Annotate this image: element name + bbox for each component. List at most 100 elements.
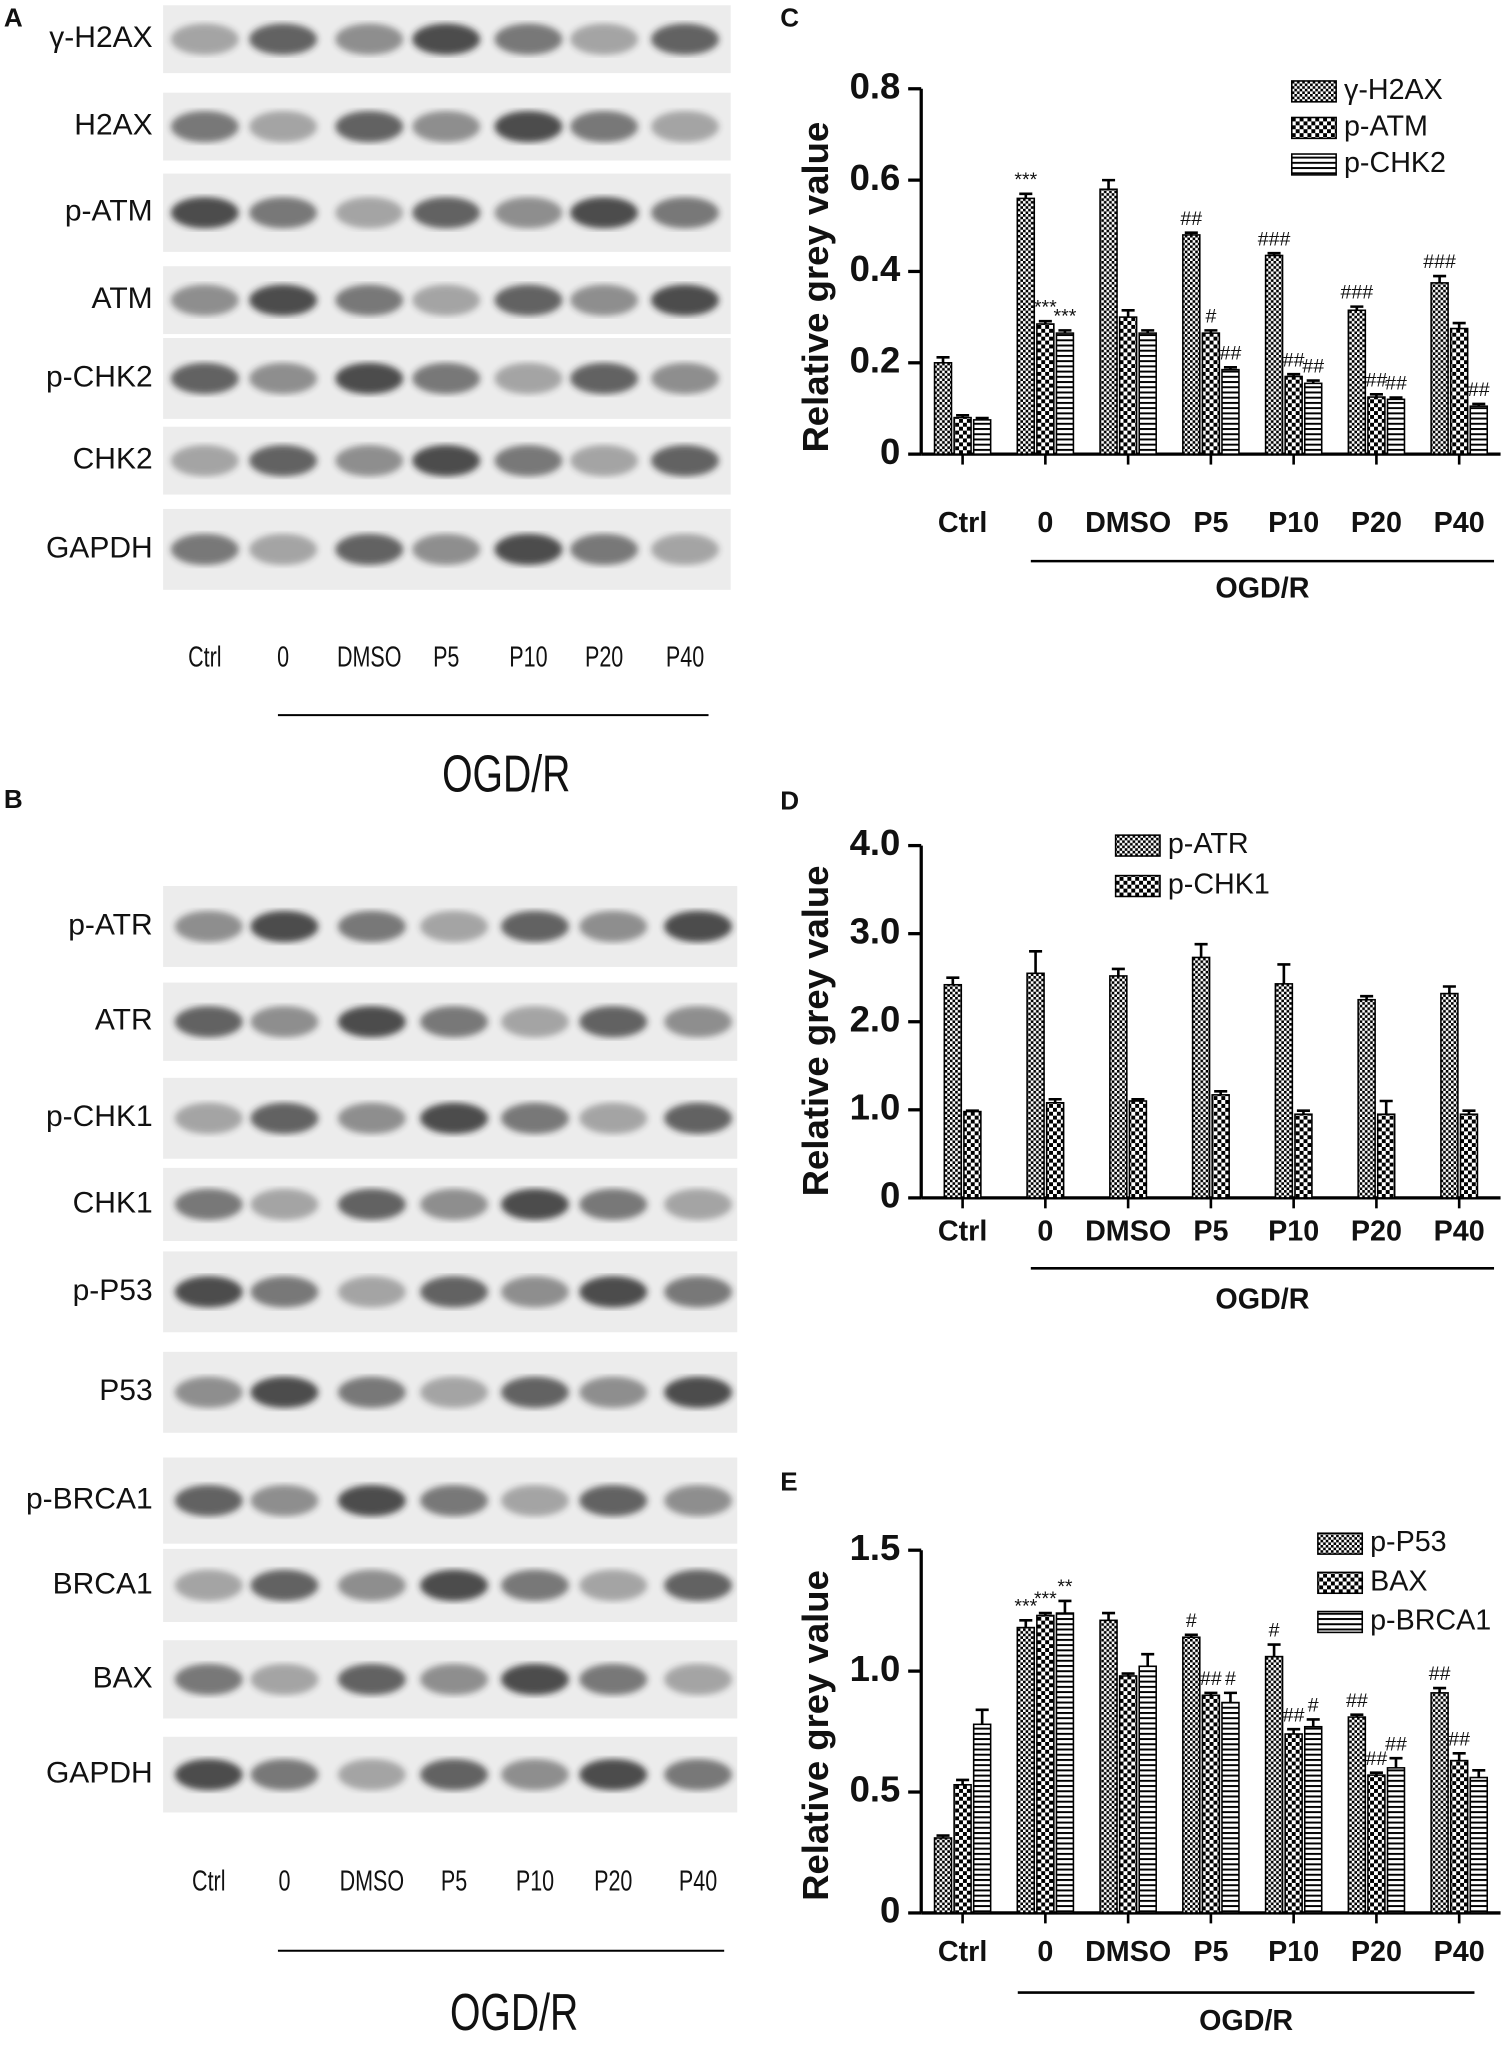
x-tick-label: DMSO	[1085, 507, 1171, 539]
blot-band	[501, 1758, 569, 1791]
error-bar	[1287, 372, 1301, 377]
bar	[1367, 1774, 1386, 1914]
legend-swatch	[1317, 1610, 1364, 1634]
x-tick-label: DMSO	[1085, 1936, 1171, 1968]
error-bar	[1360, 994, 1374, 1000]
blot-band	[170, 533, 239, 566]
blot-band	[664, 1006, 733, 1038]
bar	[1055, 1612, 1075, 1914]
blot-band	[501, 1006, 569, 1038]
y-tick-label: 1.0	[850, 1648, 901, 1689]
blot-band	[249, 197, 318, 229]
lane-label: DMSO	[337, 642, 402, 674]
bar	[1367, 396, 1386, 455]
blot-band	[651, 445, 719, 477]
x-tick-label: P5	[1193, 1216, 1228, 1248]
error-bar	[1389, 396, 1403, 400]
blot-band	[664, 1376, 733, 1408]
blot-band	[664, 1758, 733, 1791]
blot-band	[174, 1188, 243, 1221]
bar	[1182, 1636, 1201, 1914]
bar	[953, 1783, 972, 1914]
blot-row-label: ATR	[95, 1004, 153, 1037]
blot-band	[174, 1484, 243, 1517]
bar	[1386, 398, 1406, 455]
y-axis-label: Relative grey value	[795, 1570, 836, 1901]
blot-band	[250, 910, 319, 943]
significance-label: ***	[1034, 1588, 1057, 1610]
blot-band	[174, 1376, 243, 1408]
error-bar	[1442, 985, 1456, 994]
blot-band	[249, 533, 318, 566]
x-tick-label: Ctrl	[938, 1936, 987, 1968]
bar	[1026, 972, 1045, 1199]
error-bar	[1048, 1097, 1062, 1103]
blot-band	[170, 197, 239, 229]
error-bar	[1350, 305, 1364, 311]
legend-label: p-ATR	[1168, 828, 1249, 860]
blot-band	[174, 1276, 243, 1308]
y-tick-label: 2.0	[850, 998, 901, 1039]
error-bar	[946, 976, 960, 985]
blot-band	[579, 1758, 648, 1791]
legend-label: p-ATM	[1344, 111, 1428, 143]
group-label: OGD/R	[450, 1982, 578, 2041]
blot-band	[420, 1276, 489, 1308]
bar	[1430, 1692, 1449, 1914]
bar	[1449, 1759, 1469, 1914]
significance-label: ###	[1341, 282, 1374, 304]
blot-band	[412, 110, 481, 143]
blot-row-label: p-CHK2	[46, 360, 153, 393]
panel-letter: C	[780, 3, 799, 33]
significance-label: ##	[1180, 208, 1202, 230]
blot-band	[250, 1006, 319, 1038]
error-bar	[1452, 1752, 1466, 1761]
bar	[1109, 975, 1128, 1199]
significance-label: ##	[1366, 369, 1388, 391]
lane-label: P5	[433, 642, 459, 674]
error-bar	[1058, 329, 1072, 334]
bar	[1118, 316, 1138, 455]
error-bar	[975, 1708, 989, 1725]
blot-band	[420, 1569, 489, 1602]
y-tick-label: 4.0	[850, 822, 901, 863]
significance-label: **	[1057, 1576, 1073, 1598]
blot-row-label: GAPDH	[46, 1757, 153, 1790]
blot-band	[494, 533, 563, 566]
lane-label: Ctrl	[188, 642, 221, 674]
blot-band	[494, 445, 563, 477]
legend-label: p-CHK2	[1344, 147, 1446, 179]
error-bar	[1389, 1756, 1403, 1768]
group-label: OGD/R	[1215, 572, 1309, 604]
blot-band	[249, 110, 318, 143]
bar	[1201, 1694, 1221, 1914]
blot-band	[335, 284, 404, 316]
error-bar	[1131, 1097, 1145, 1102]
significance-label: ##	[1366, 1748, 1388, 1770]
bar	[1016, 197, 1036, 455]
error-bar	[1019, 1619, 1033, 1628]
bar	[1036, 1614, 1055, 1914]
bar	[1264, 254, 1284, 455]
x-tick-label: P5	[1193, 507, 1228, 539]
bar	[1211, 1094, 1230, 1199]
blot-row-label: CHK2	[73, 443, 153, 476]
blot-band	[174, 1569, 243, 1602]
lane-label: P40	[666, 642, 704, 674]
bar	[1138, 332, 1157, 455]
blot-band	[501, 1376, 569, 1408]
blot-band	[579, 910, 648, 943]
lane-label: P5	[441, 1866, 467, 1898]
blot-band	[250, 1569, 319, 1602]
error-bar	[956, 1778, 970, 1785]
significance-label: ##	[1385, 373, 1407, 395]
blot-band	[579, 1484, 648, 1517]
blot-band	[420, 1663, 489, 1696]
blot-band	[664, 1663, 733, 1696]
blot-band	[170, 445, 239, 477]
blot-band	[420, 1188, 489, 1221]
group-label: OGD/R	[442, 744, 570, 803]
blot-row-label: BRCA1	[53, 1567, 153, 1600]
y-tick-label: 1.0	[850, 1086, 901, 1127]
